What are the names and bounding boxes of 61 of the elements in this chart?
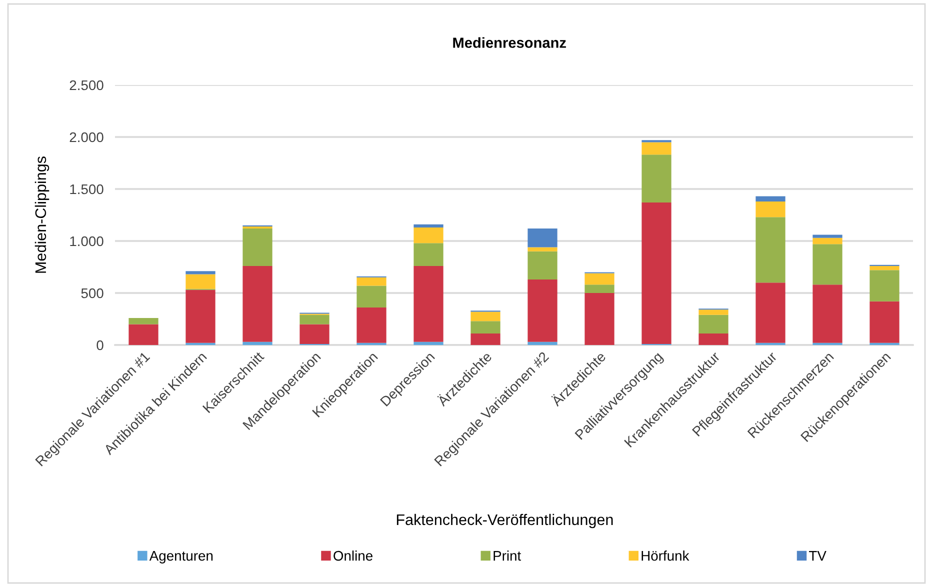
bar: [356, 286, 386, 308]
bar: [528, 228, 558, 248]
bar: [414, 227, 444, 244]
bar: [414, 266, 444, 342]
bar: [812, 234, 842, 238]
bar: [186, 274, 216, 289]
y-tick-label: 1.500: [70, 184, 104, 194]
legend-label: Online: [334, 550, 372, 561]
bar: [528, 251, 558, 280]
y-tick-label: 1.000: [70, 236, 104, 246]
y-tick-label: 500: [81, 288, 104, 298]
bar: [642, 202, 672, 344]
bar: [300, 324, 330, 344]
y-axis-title: Medien-Clippings: [34, 156, 50, 273]
legend-label: Hörfunk: [642, 550, 690, 561]
bar: [698, 310, 728, 315]
bar: [584, 284, 614, 293]
bar: [128, 318, 158, 324]
bar: [756, 217, 786, 283]
bar: [356, 277, 386, 286]
bar: [528, 342, 558, 345]
bar: [812, 244, 842, 285]
bar: [584, 273, 614, 285]
bar: [812, 238, 842, 244]
bar: [242, 228, 272, 266]
y-tick-label: 2.500: [70, 80, 104, 90]
bar: [698, 314, 728, 334]
legend-label: Agenturen: [149, 551, 213, 564]
bar: [356, 308, 386, 343]
y-tick-label: 2.000: [70, 132, 104, 142]
bar: [756, 282, 786, 343]
bar: [470, 334, 500, 345]
bar: [128, 324, 158, 345]
bar: [300, 314, 330, 324]
bar: [870, 270, 900, 302]
bar: [870, 266, 900, 270]
chart-title: Medienresonanz: [453, 37, 566, 48]
y-tick-label: 0: [96, 340, 104, 350]
bar: [470, 312, 500, 322]
bar: [528, 247, 558, 252]
legend-label: TV: [809, 551, 826, 561]
bar: [642, 142, 672, 155]
bar: [756, 201, 786, 218]
bar: [414, 243, 444, 266]
bar: [528, 279, 558, 342]
bar: [242, 342, 272, 345]
bar: [642, 154, 672, 203]
x-axis-title: Faktencheck-Veröffentlichungen: [396, 514, 613, 528]
bar: [242, 226, 272, 229]
bar: [414, 342, 444, 345]
legend-label: Print: [494, 550, 522, 561]
bar: [584, 293, 614, 345]
bar: [470, 321, 500, 334]
bar: [414, 224, 444, 228]
bar: [812, 284, 842, 343]
bar: [186, 271, 216, 274]
bar: [242, 266, 272, 342]
bar: [870, 301, 900, 343]
bar: [698, 334, 728, 345]
bar: [186, 290, 216, 343]
bar: [756, 196, 786, 202]
